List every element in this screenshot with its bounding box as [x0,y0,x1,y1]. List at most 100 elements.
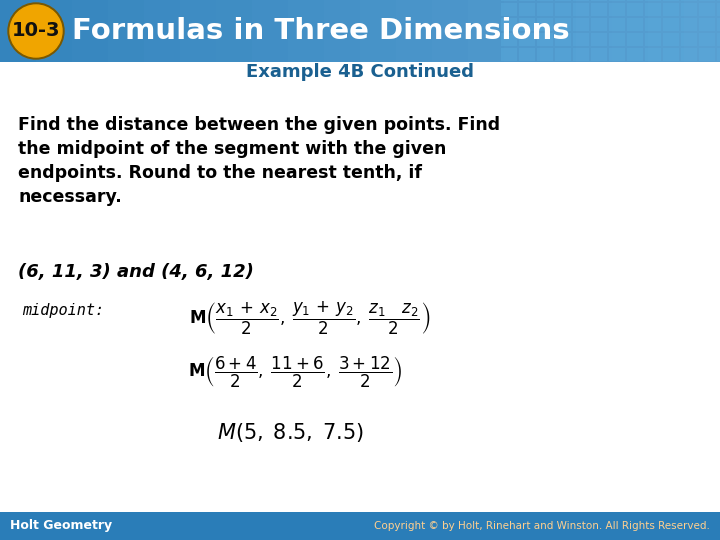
FancyBboxPatch shape [0,512,720,540]
Text: $\mathbf{M}\left(\dfrac{6+4}{2},\;\dfrac{11+6}{2},\;\dfrac{3+12}{2}\right)$: $\mathbf{M}\left(\dfrac{6+4}{2},\;\dfrac… [188,354,402,389]
Text: midpoint:: midpoint: [22,302,104,318]
FancyBboxPatch shape [288,0,324,62]
FancyBboxPatch shape [537,33,553,46]
FancyBboxPatch shape [645,48,661,61]
FancyBboxPatch shape [684,0,720,62]
FancyBboxPatch shape [663,48,679,61]
FancyBboxPatch shape [36,0,72,62]
FancyBboxPatch shape [663,0,679,1]
FancyBboxPatch shape [504,0,540,62]
Text: endpoints. Round to the nearest tenth, if: endpoints. Round to the nearest tenth, i… [18,164,422,182]
FancyBboxPatch shape [216,0,252,62]
FancyBboxPatch shape [645,0,661,1]
Text: 10-3: 10-3 [12,21,60,39]
FancyBboxPatch shape [591,33,607,46]
FancyBboxPatch shape [591,3,607,16]
FancyBboxPatch shape [573,0,589,1]
FancyBboxPatch shape [663,18,679,31]
FancyBboxPatch shape [627,3,643,16]
FancyBboxPatch shape [627,18,643,31]
FancyBboxPatch shape [519,0,535,1]
Text: Example 4B Continued: Example 4B Continued [246,63,474,81]
FancyBboxPatch shape [324,0,360,62]
FancyBboxPatch shape [648,0,684,62]
FancyBboxPatch shape [555,33,571,46]
FancyBboxPatch shape [519,3,535,16]
FancyBboxPatch shape [699,18,715,31]
Text: necessary.: necessary. [18,188,122,206]
FancyBboxPatch shape [627,33,643,46]
FancyBboxPatch shape [681,3,697,16]
Text: Holt Geometry: Holt Geometry [10,519,112,532]
FancyBboxPatch shape [699,48,715,61]
FancyBboxPatch shape [432,0,468,62]
FancyBboxPatch shape [627,0,643,1]
FancyBboxPatch shape [717,33,720,46]
FancyBboxPatch shape [645,18,661,31]
FancyBboxPatch shape [519,48,535,61]
FancyBboxPatch shape [555,0,571,1]
FancyBboxPatch shape [717,0,720,1]
FancyBboxPatch shape [573,48,589,61]
FancyBboxPatch shape [717,3,720,16]
FancyBboxPatch shape [591,18,607,31]
FancyBboxPatch shape [537,3,553,16]
FancyBboxPatch shape [537,18,553,31]
FancyBboxPatch shape [699,33,715,46]
FancyBboxPatch shape [573,18,589,31]
FancyBboxPatch shape [537,0,553,1]
Text: (6, 11, 3) and (4, 6, 12): (6, 11, 3) and (4, 6, 12) [18,263,254,281]
FancyBboxPatch shape [591,0,607,1]
Text: $\mathbf{M}\left(\dfrac{x_1\,+\,x_2}{2},\;\dfrac{y_1\,+\,y_2}{2},\;\dfrac{z_1\qu: $\mathbf{M}\left(\dfrac{x_1\,+\,x_2}{2},… [189,299,431,336]
FancyBboxPatch shape [0,0,720,62]
FancyBboxPatch shape [609,33,625,46]
FancyBboxPatch shape [501,3,517,16]
FancyBboxPatch shape [72,0,108,62]
FancyBboxPatch shape [501,33,517,46]
FancyBboxPatch shape [396,0,432,62]
FancyBboxPatch shape [108,0,144,62]
Text: Formulas in Three Dimensions: Formulas in Three Dimensions [72,17,570,45]
FancyBboxPatch shape [609,48,625,61]
FancyBboxPatch shape [573,33,589,46]
FancyBboxPatch shape [519,33,535,46]
FancyBboxPatch shape [540,0,576,62]
FancyBboxPatch shape [555,48,571,61]
FancyBboxPatch shape [573,3,589,16]
FancyBboxPatch shape [591,48,607,61]
FancyBboxPatch shape [627,48,643,61]
FancyBboxPatch shape [717,48,720,61]
FancyBboxPatch shape [681,33,697,46]
FancyBboxPatch shape [699,3,715,16]
FancyBboxPatch shape [663,3,679,16]
Text: Find the distance between the given points. Find: Find the distance between the given poin… [18,116,500,134]
FancyBboxPatch shape [519,18,535,31]
FancyBboxPatch shape [612,0,648,62]
Text: the midpoint of the segment with the given: the midpoint of the segment with the giv… [18,140,446,158]
Text: $\mathit{M}(5,\;8.5,\;7.5)$: $\mathit{M}(5,\;8.5,\;7.5)$ [217,421,364,443]
FancyBboxPatch shape [555,3,571,16]
FancyBboxPatch shape [576,0,612,62]
FancyBboxPatch shape [609,0,625,1]
FancyBboxPatch shape [609,3,625,16]
FancyBboxPatch shape [681,18,697,31]
Circle shape [8,3,64,59]
FancyBboxPatch shape [468,0,504,62]
FancyBboxPatch shape [360,0,396,62]
FancyBboxPatch shape [180,0,216,62]
FancyBboxPatch shape [501,0,517,1]
FancyBboxPatch shape [645,3,661,16]
FancyBboxPatch shape [537,48,553,61]
FancyBboxPatch shape [0,0,36,62]
FancyBboxPatch shape [681,0,697,1]
FancyBboxPatch shape [663,33,679,46]
FancyBboxPatch shape [501,18,517,31]
FancyBboxPatch shape [555,18,571,31]
Circle shape [10,5,62,57]
Text: Copyright © by Holt, Rinehart and Winston. All Rights Reserved.: Copyright © by Holt, Rinehart and Winsto… [374,521,710,531]
FancyBboxPatch shape [252,0,288,62]
FancyBboxPatch shape [645,33,661,46]
FancyBboxPatch shape [609,18,625,31]
FancyBboxPatch shape [699,0,715,1]
FancyBboxPatch shape [717,18,720,31]
